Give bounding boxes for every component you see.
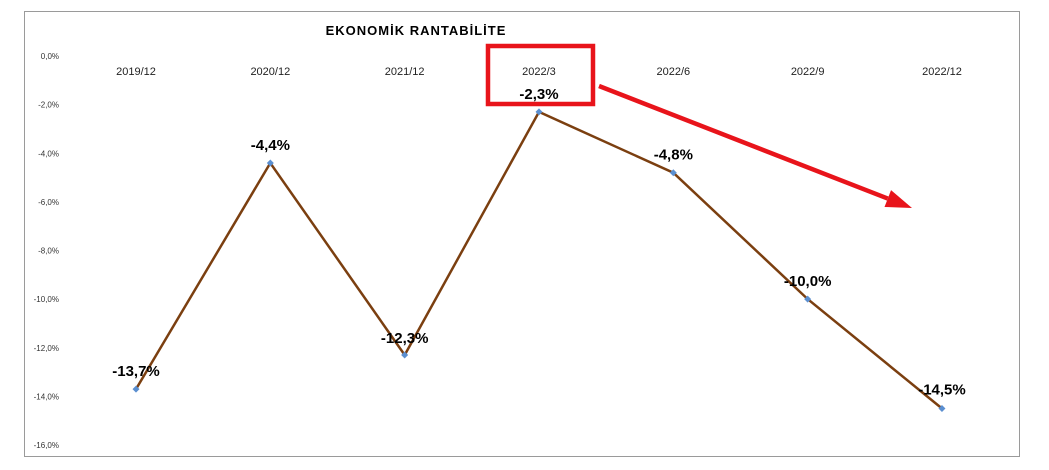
data-label: -12,3%	[381, 330, 429, 347]
y-tick-label: -6,0%	[38, 198, 59, 207]
x-tick-label: 2022/6	[656, 66, 690, 78]
x-tick-label: 2022/3	[522, 66, 556, 78]
data-point	[535, 108, 543, 116]
x-axis: 2019/12 2020/12 2021/12 2022/3 2022/6 2022/9 2…	[116, 66, 962, 78]
data-point	[804, 295, 812, 303]
data-label: -2,3%	[519, 86, 558, 103]
y-tick-label: -4,0%	[38, 149, 59, 158]
trend-arrow-shaft	[598, 83, 889, 201]
y-tick-label: 0,0%	[41, 52, 59, 61]
trend-arrow-head	[884, 190, 912, 208]
data-label: -4,8%	[654, 147, 693, 164]
data-point	[266, 159, 274, 167]
y-tick-label: -12,0%	[34, 344, 59, 353]
y-tick-label: -14,0%	[34, 392, 59, 401]
x-tick-label: 2022/12	[922, 66, 962, 78]
data-point	[938, 405, 946, 413]
data-label: -4,4%	[251, 137, 290, 154]
annotations	[485, 43, 912, 208]
data-point	[401, 351, 409, 359]
y-axis: 0,0% -2,0% -4,0% -6,0% -8,0% -10,0% -12,0% -14,…	[34, 52, 59, 450]
x-tick-label: 2022/9	[791, 66, 825, 78]
data-point	[669, 169, 677, 177]
x-tick-label: 2019/12	[116, 66, 156, 78]
series-line-path	[134, 110, 943, 410]
x-tick-label: 2021/12	[385, 66, 425, 78]
highlight-box	[485, 43, 596, 107]
data-label: -10,0%	[784, 273, 832, 290]
data-label: -13,7%	[112, 363, 160, 380]
data-points	[132, 108, 946, 413]
x-tick-label: 2020/12	[250, 66, 290, 78]
series-line	[134, 110, 943, 410]
data-labels: -13,7% -4,4% -12,3% -2,3% -4,8% -10,0% -14,5%	[112, 86, 966, 399]
chart-title: EKONOMİK RANTABİLİTE	[326, 23, 507, 38]
y-tick-label: -8,0%	[38, 247, 59, 256]
y-tick-label: -16,0%	[34, 441, 59, 450]
data-label: -14,5%	[918, 382, 966, 399]
data-point	[132, 385, 140, 393]
y-tick-label: -2,0%	[38, 101, 59, 110]
y-tick-label: -10,0%	[34, 295, 59, 304]
chart-frame	[24, 11, 1020, 457]
